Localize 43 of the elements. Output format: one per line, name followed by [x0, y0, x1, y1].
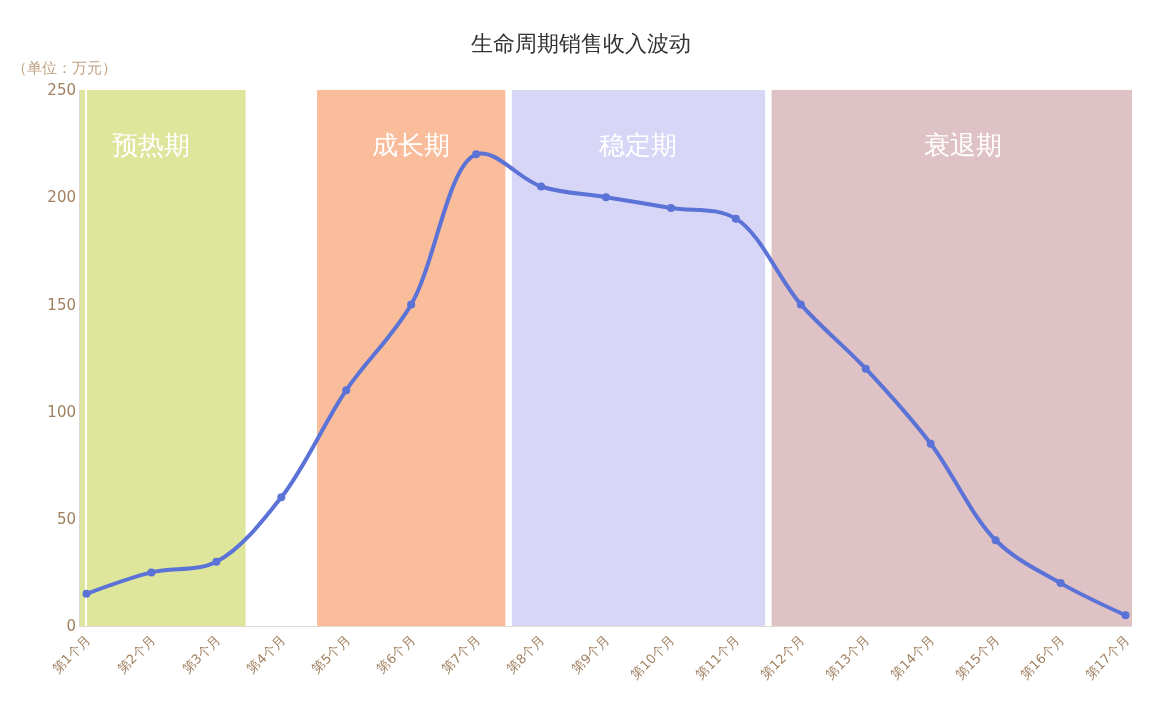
chart-title: 生命周期销售收入波动 — [471, 31, 691, 57]
y-tick-label: 250 — [47, 81, 76, 100]
point — [147, 568, 156, 577]
y-tick-label: 50 — [56, 510, 76, 529]
point — [342, 386, 351, 395]
point — [861, 364, 870, 373]
x-tick-label: 第6个月 — [373, 632, 418, 677]
point — [212, 557, 221, 566]
y-tick-label: 200 — [47, 188, 76, 207]
point — [602, 193, 610, 202]
x-tick-label: 第16个月 — [1017, 632, 1068, 683]
x-tick-label: 第10个月 — [627, 632, 678, 683]
point — [926, 439, 935, 448]
band-label: 成长期 — [372, 130, 450, 160]
x-tick-label: 第13个月 — [822, 632, 873, 683]
x-tick-label: 第11个月 — [692, 632, 743, 683]
text: （单位：万元） — [12, 59, 117, 77]
point — [277, 493, 286, 502]
x-tick-label: 第7个月 — [438, 632, 483, 677]
y-tick-label: 100 — [47, 402, 76, 421]
point — [731, 214, 740, 223]
point — [1121, 611, 1130, 620]
x-tick-label: 第3个月 — [179, 632, 224, 677]
point — [472, 150, 481, 159]
x-tick-label: 第15个月 — [952, 632, 1003, 683]
point — [1056, 579, 1065, 588]
band-label: 预热期 — [112, 130, 190, 160]
x-tick-label: 第4个月 — [243, 632, 289, 677]
point — [991, 536, 1000, 545]
point — [407, 300, 416, 309]
point — [537, 182, 546, 191]
x-tick-label: 第12个月 — [757, 632, 808, 683]
band-label: 衰退期 — [924, 130, 1002, 160]
x-tick-label: 第14个月 — [887, 632, 938, 683]
x-tick-label: 第5个月 — [308, 632, 353, 677]
point — [666, 203, 675, 212]
x-tick-label: 第8个月 — [503, 632, 548, 677]
y-tick-label: 150 — [47, 295, 76, 314]
x-tick-label: 第17个月 — [1082, 632, 1133, 683]
point — [82, 589, 91, 598]
point — [796, 300, 805, 309]
x-tick-label: 第9个月 — [568, 632, 613, 677]
x-tick-label: 第2个月 — [114, 632, 159, 677]
